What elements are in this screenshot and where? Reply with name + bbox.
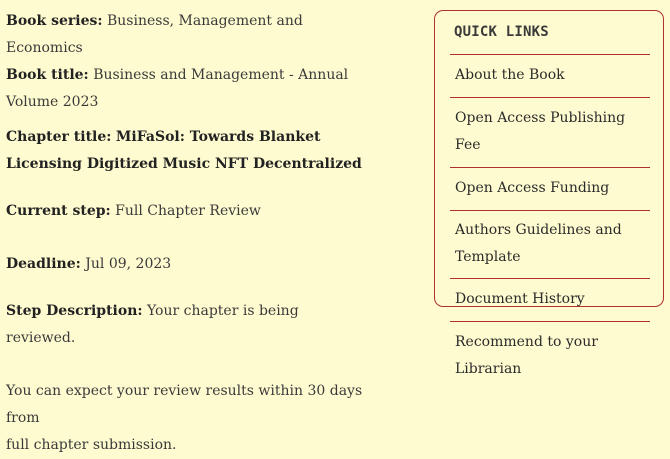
book-title-value-line1: Business and Management - Annual bbox=[93, 67, 349, 83]
step-description-row: Step Description: Your chapter is being … bbox=[6, 298, 366, 352]
review-expectation-text1: You can expect your review results withi… bbox=[6, 383, 363, 426]
step-description-label: Step Description: bbox=[6, 303, 143, 319]
book-series-row: Book series: Business, Management and Ec… bbox=[6, 8, 366, 62]
quick-link-label: Document History bbox=[455, 291, 585, 307]
quick-link-authors-guidelines[interactable]: Authors Guidelines and Template bbox=[450, 210, 650, 278]
chapter-title-row: Chapter title: MiFaSol: Towards Blanket bbox=[6, 124, 366, 151]
chapter-title-row-cont: Licensing Digitized Music NFT Decentrali… bbox=[6, 151, 366, 178]
chapter-details: Book series: Business, Management and Ec… bbox=[6, 8, 366, 459]
deadline-row: Deadline: Jul 09, 2023 bbox=[6, 251, 366, 278]
quick-links-list: About the Book Open Access Publishing Fe… bbox=[450, 54, 650, 391]
quick-link-label: Open Access Funding bbox=[455, 180, 610, 196]
quick-links-panel: QUICK LINKS About the Book Open Access P… bbox=[434, 10, 664, 377]
review-expectation-text2: full chapter submission. bbox=[6, 437, 177, 453]
review-expectation-line1: You can expect your review results withi… bbox=[6, 378, 366, 432]
book-title-row: Book title: Business and Management - An… bbox=[6, 62, 366, 89]
chapter-title-label: Chapter title: bbox=[6, 129, 112, 145]
chapter-title-value-line2: Licensing Digitized Music NFT Decentrali… bbox=[6, 156, 362, 172]
quick-link-label: About the Book bbox=[455, 67, 565, 83]
quick-link-recommend-to-librarian[interactable]: Recommend to your Librarian bbox=[450, 321, 650, 391]
quick-link-open-access-publishing-fee[interactable]: Open Access Publishing Fee bbox=[450, 97, 650, 167]
quick-link-open-access-funding[interactable]: Open Access Funding bbox=[450, 167, 650, 210]
book-title-value-line2: Volume 2023 bbox=[6, 94, 99, 110]
review-expectation-line2: full chapter submission. bbox=[6, 432, 366, 459]
current-step-row: Current step: Full Chapter Review bbox=[6, 198, 366, 225]
book-series-label: Book series: bbox=[6, 13, 103, 29]
quick-link-label-line2: Template bbox=[455, 249, 521, 265]
step-description-value: Your chapter is being reviewed. bbox=[6, 303, 299, 346]
deadline-label: Deadline: bbox=[6, 256, 81, 272]
quick-link-label: Recommend to your Librarian bbox=[455, 334, 598, 377]
book-title-row-cont: Volume 2023 bbox=[6, 89, 366, 116]
chapter-title-value-line1: MiFaSol: Towards Blanket bbox=[115, 129, 321, 145]
quick-link-about-the-book[interactable]: About the Book bbox=[450, 54, 650, 97]
current-step-value: Full Chapter Review bbox=[115, 203, 261, 219]
book-series-value: Business, Management and Economics bbox=[6, 13, 303, 56]
quick-link-document-history[interactable]: Document History bbox=[450, 278, 650, 321]
book-title-label: Book title: bbox=[6, 67, 89, 83]
quick-links-title: QUICK LINKS bbox=[454, 24, 549, 40]
deadline-value: Jul 09, 2023 bbox=[85, 256, 172, 272]
current-step-label: Current step: bbox=[6, 203, 111, 219]
quick-link-label: Open Access Publishing Fee bbox=[455, 110, 626, 153]
quick-link-label-line1: Authors Guidelines and bbox=[455, 222, 622, 238]
